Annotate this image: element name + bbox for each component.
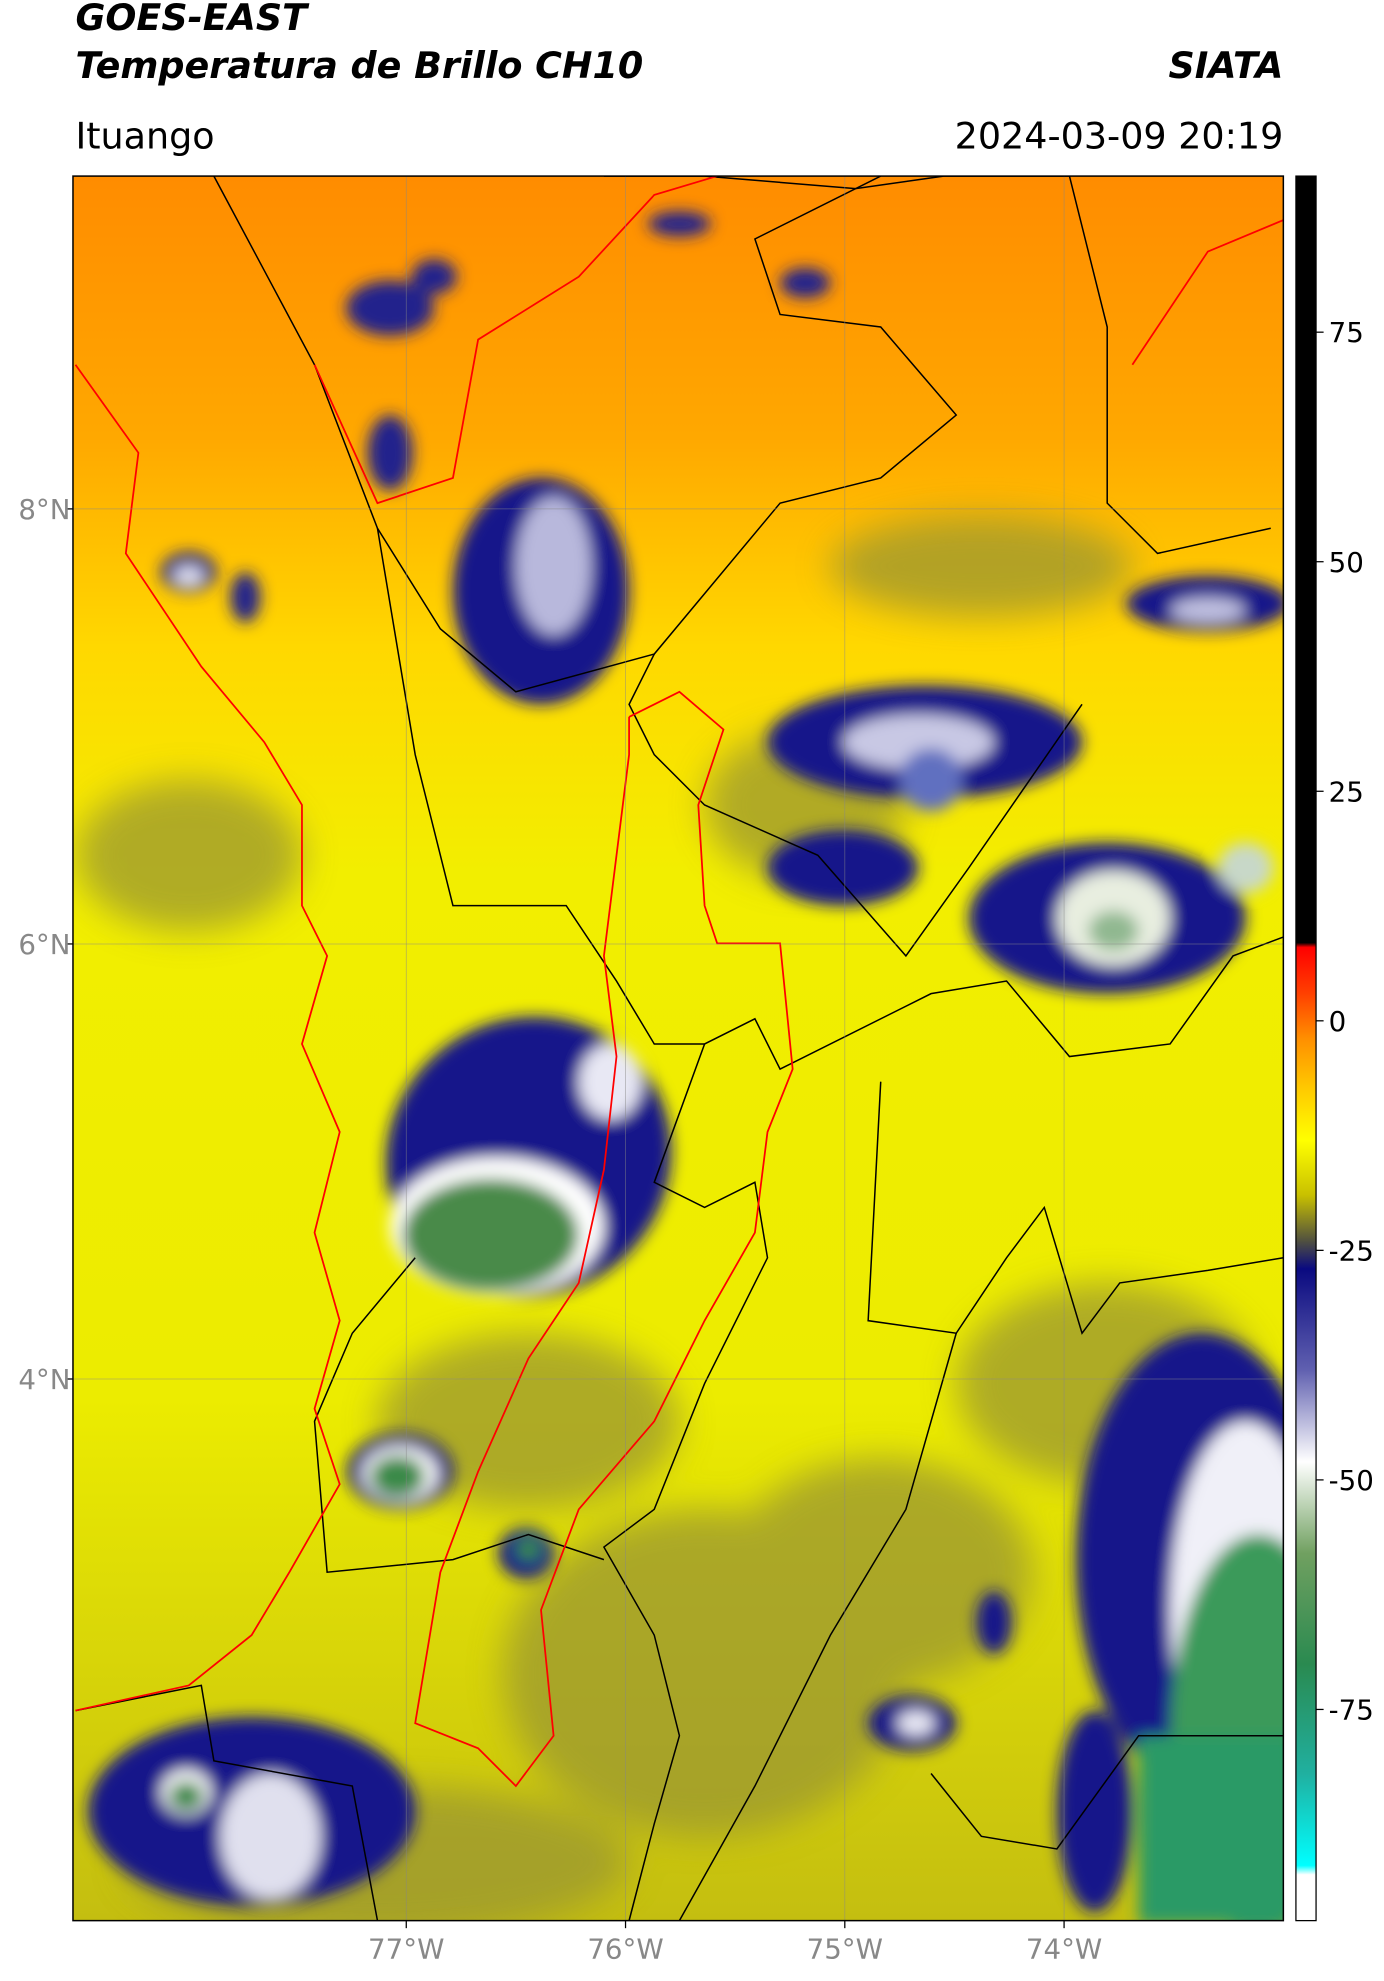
colorbar-tick-label: -25 — [1329, 1234, 1374, 1267]
y-tick-label: 8°N — [18, 493, 70, 526]
organization: SIATA — [1168, 44, 1283, 87]
datetime: 2024-03-09 20:19 — [955, 114, 1284, 157]
colorbar-tick-label: 50 — [1329, 546, 1364, 579]
colorbar — [1295, 175, 1317, 1922]
x-tick-label: 76°W — [587, 1932, 663, 1965]
x-tick-label: 74°W — [1026, 1932, 1102, 1965]
title: GOES-EAST — [75, 0, 310, 39]
colorbar-tick-label: 25 — [1329, 775, 1364, 808]
satellite-image — [72, 176, 1284, 1921]
x-tick-label: 75°W — [807, 1932, 883, 1965]
x-tick-label: 77°W — [368, 1932, 444, 1965]
y-tick-label: 6°N — [18, 928, 70, 961]
colorbar-tick-label: 75 — [1329, 316, 1364, 349]
colorbar-tick-label: 0 — [1329, 1005, 1347, 1038]
y-tick-label: 4°N — [18, 1363, 70, 1396]
map-frame — [72, 175, 1285, 1922]
colorbar-tick-label: -75 — [1329, 1694, 1374, 1727]
colorbar-tick-label: -50 — [1329, 1464, 1374, 1497]
subtitle: Temperatura de Brillo CH10 — [75, 44, 643, 87]
location: Ituango — [75, 114, 214, 157]
